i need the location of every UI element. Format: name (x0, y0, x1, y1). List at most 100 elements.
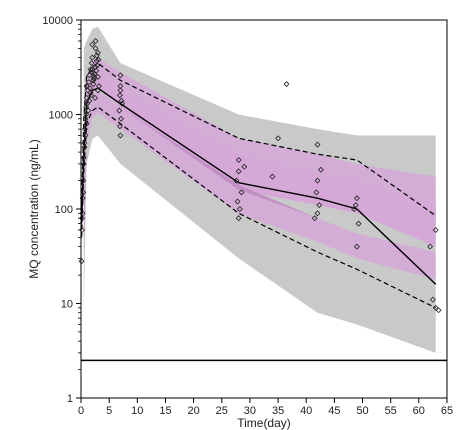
observation-point (89, 66, 96, 73)
x-tick-label: 30 (244, 405, 256, 417)
observation-point (275, 135, 282, 142)
series-line-2-dashed (81, 62, 437, 217)
observation-point (83, 104, 90, 110)
observation-point (311, 215, 318, 222)
observation-point (119, 100, 126, 107)
observation-point (429, 296, 436, 303)
observation-point (117, 83, 124, 90)
x-axis: 0 5 10 15 20 25 30 35 40 45 50 55 60 65 (78, 398, 453, 417)
observation-point (353, 195, 360, 202)
observation-point (427, 243, 434, 250)
x-tick-label: 35 (272, 405, 284, 417)
observation-point (92, 45, 99, 52)
observation-point (269, 173, 276, 180)
observations-layer (78, 38, 442, 314)
y-axis-label: MQ concentration (ng/mL) (27, 139, 41, 278)
observation-point (80, 154, 87, 161)
y-tick-label: 10000 (42, 15, 73, 27)
observation-point (117, 72, 124, 79)
observation-point (283, 81, 290, 88)
observation-point (353, 243, 360, 250)
observation-point (86, 97, 93, 104)
observation-point (83, 111, 90, 118)
observation-point (118, 115, 124, 122)
observation-point (88, 60, 95, 67)
observation-point (233, 177, 240, 184)
observation-point (89, 54, 96, 61)
observation-point (314, 210, 321, 217)
series-layer (81, 62, 437, 309)
bands-layer (83, 26, 436, 353)
x-tick-label: 20 (187, 405, 199, 417)
band-median-interval-upper-percentile (83, 57, 436, 224)
observation-point (81, 126, 88, 133)
observation-point (432, 227, 439, 233)
band-median-interval-lower-percentile (83, 90, 436, 280)
y-tick-label: 10 (61, 299, 73, 311)
x-tick-label: 25 (216, 405, 228, 417)
observation-point (314, 141, 321, 148)
y-tick-label: 100 (55, 204, 73, 216)
observation-point (82, 115, 89, 122)
observation-point (82, 132, 89, 139)
observation-point (90, 77, 97, 84)
observation-point (91, 70, 98, 77)
series-line-1-solid (81, 87, 437, 285)
observation-point (355, 220, 362, 227)
observation-point (83, 94, 90, 101)
x-tick-label: 45 (328, 405, 340, 417)
x-tick-label: 50 (356, 405, 368, 417)
series-line-3-dashed (81, 106, 436, 309)
x-tick-label: 15 (159, 405, 171, 417)
observation-point (238, 189, 245, 196)
x-tick-label: 40 (300, 405, 312, 417)
y-tick-label: 1000 (49, 110, 73, 122)
observation-point (78, 258, 85, 265)
observation-point (94, 62, 101, 69)
observation-point (314, 177, 321, 184)
observation-point (236, 206, 243, 212)
observation-point (118, 97, 125, 104)
observation-point (85, 79, 92, 86)
observation-point (235, 215, 242, 222)
x-tick-label: 0 (78, 405, 84, 417)
observation-point (80, 177, 87, 184)
observation-point (87, 89, 94, 96)
observation-point (80, 160, 87, 167)
observation-point (116, 107, 123, 114)
x-tick-label: 60 (413, 405, 425, 417)
observation-point (94, 87, 101, 94)
observation-point (81, 144, 88, 151)
observation-point (92, 94, 99, 101)
observation-point (86, 72, 93, 79)
observation-point (92, 38, 99, 44)
observation-point (83, 120, 90, 127)
observation-point (85, 107, 92, 114)
y-axis: 1 10 100 1000 10000 (42, 15, 81, 405)
observation-point (316, 202, 323, 209)
observation-point (241, 163, 248, 170)
x-axis-label: Time(day) (237, 416, 291, 430)
observation-point (435, 307, 442, 314)
observation-point (234, 198, 241, 205)
observation-point (317, 166, 324, 173)
x-tick-label: 55 (385, 405, 397, 417)
observation-point (117, 132, 124, 139)
observation-point (80, 189, 87, 196)
observation-point (89, 41, 96, 48)
observation-point (235, 168, 242, 175)
observation-point (90, 81, 97, 88)
x-tick-label: 65 (441, 405, 453, 417)
x-tick-label: 10 (131, 405, 143, 417)
observation-point (94, 49, 101, 56)
observation-point (93, 57, 100, 64)
observation-point (351, 206, 358, 212)
observation-point (83, 83, 90, 90)
observation-point (235, 157, 242, 163)
x-tick-label: 5 (106, 405, 112, 417)
observation-point (352, 202, 359, 209)
observation-point (91, 73, 97, 80)
observation-point (313, 189, 320, 196)
y-tick-label: 1 (67, 393, 73, 405)
